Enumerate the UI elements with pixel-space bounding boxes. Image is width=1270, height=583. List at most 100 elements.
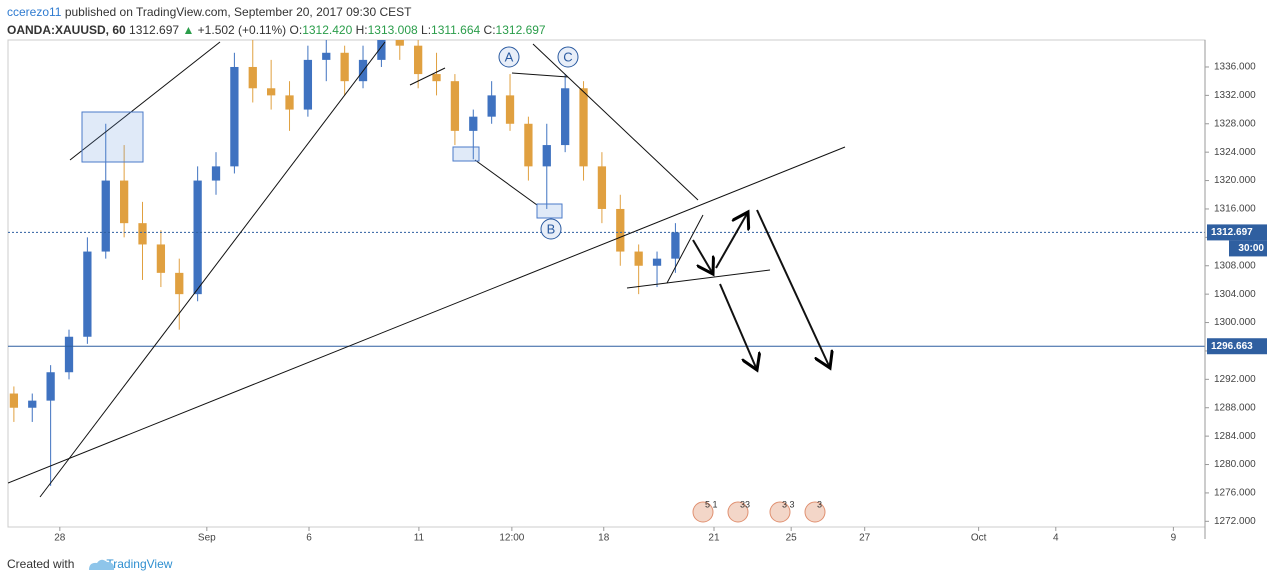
- candle-body: [322, 52, 331, 60]
- x-tick-label: 27: [859, 533, 871, 544]
- event-label: 33: [740, 499, 750, 509]
- created: Created with: [7, 557, 75, 571]
- event-label: 5 1: [705, 499, 718, 509]
- h-label: H:: [355, 23, 368, 37]
- y-tick-label: 1324.000: [1214, 147, 1256, 158]
- wave-label: C: [563, 49, 572, 64]
- trendline: [666, 214, 704, 284]
- y-tick-label: 1300.000: [1214, 317, 1256, 328]
- drawings: [8, 41, 846, 498]
- o-label: O:: [289, 23, 303, 37]
- o: 1312.420: [302, 23, 353, 37]
- arrow: [719, 283, 757, 370]
- header: ccerezo11 published on TradingView.com, …: [7, 3, 546, 39]
- x-tick-label: 6: [306, 533, 312, 544]
- price-label: 1312.697: [1211, 227, 1253, 238]
- event-icon: [727, 501, 749, 523]
- y-tick-label: 1316.000: [1214, 204, 1256, 215]
- trendline: [511, 72, 569, 78]
- price-label-box: [1207, 338, 1267, 355]
- arrow: [715, 212, 748, 269]
- candle-body: [156, 244, 166, 273]
- y-tick-label: 1332.000: [1214, 90, 1256, 101]
- trendline: [8, 146, 846, 484]
- price-label-box: [1207, 224, 1267, 241]
- x-tick-label: 21: [708, 533, 720, 544]
- candle-body: [561, 88, 570, 146]
- author[interactable]: ccerezo11: [7, 5, 62, 19]
- event-icon: [769, 501, 791, 523]
- candle-body: [193, 180, 202, 295]
- y-tick-label: 1276.000: [1214, 488, 1256, 499]
- x-tick-label: 11: [414, 533, 425, 544]
- x-tick-label: 4: [1053, 533, 1059, 544]
- h: 1313.008: [367, 23, 418, 37]
- candle-body: [248, 66, 257, 89]
- candle-body: [414, 45, 423, 75]
- y-tick-label: 1284.000: [1214, 431, 1256, 442]
- candle-body: [28, 400, 37, 408]
- zone: [81, 111, 144, 163]
- candle-body: [652, 258, 662, 266]
- wave-circle: [557, 46, 579, 68]
- trendline: [69, 41, 221, 161]
- y-tick-label: 1304.000: [1214, 289, 1256, 300]
- candle-body: [267, 88, 276, 96]
- l-label: L:: [421, 23, 432, 37]
- candle-body: [505, 95, 515, 124]
- change: +1.502 (+0.11%): [197, 23, 287, 37]
- countdown: 30:00: [1238, 243, 1264, 254]
- l: 1311.664: [431, 23, 481, 37]
- event-icon: [804, 501, 826, 523]
- candle-body: [671, 232, 680, 259]
- candle-body: [524, 123, 533, 167]
- candle-body: [101, 180, 110, 252]
- candle-body: [303, 59, 313, 110]
- x-tick-label: 25: [786, 533, 798, 544]
- candle-body: [616, 208, 625, 252]
- candle-body: [64, 336, 74, 373]
- candle-body: [211, 166, 221, 181]
- price-label: 1296.663: [1211, 341, 1253, 352]
- trendline: [532, 43, 699, 201]
- candle-body: [377, 40, 386, 60]
- y-tick-label: 1288.000: [1214, 402, 1256, 413]
- c: 1312.697: [495, 23, 546, 37]
- wave-label: B: [547, 221, 556, 236]
- candle-body: [9, 393, 19, 408]
- symbol: OANDA:XAUUSD, 60: [7, 23, 126, 37]
- candle-body: [285, 95, 294, 110]
- candle-body: [432, 74, 441, 82]
- candle-body: [542, 145, 551, 167]
- candle-body: [230, 66, 239, 167]
- arrow: [692, 239, 713, 274]
- y-tick-label: 1328.000: [1214, 118, 1256, 129]
- candle-body: [597, 166, 607, 209]
- y-tick-label: 1336.000: [1214, 62, 1256, 73]
- trendline: [474, 159, 538, 206]
- chart: A B C 1272.000 1276.000 1280.000 1284.000 12…: [7, 39, 1267, 544]
- y-tick-label: 1280.000: [1214, 459, 1256, 470]
- trendline: [39, 41, 386, 498]
- wave-circle: [498, 46, 520, 68]
- event-icon: [692, 501, 714, 523]
- candle-body: [46, 372, 55, 401]
- candle-body: [395, 40, 404, 46]
- candle-body: [83, 251, 92, 337]
- candle-body: [340, 52, 349, 82]
- logo: [89, 559, 115, 570]
- candle-body: [634, 251, 643, 266]
- zone: [536, 203, 563, 219]
- zone: [452, 146, 480, 162]
- y-tick-label: 1320.000: [1214, 175, 1256, 186]
- event-label: 3: [817, 499, 822, 509]
- y-tick-label: 1272.000: [1214, 516, 1256, 527]
- countdown-box: [1229, 240, 1267, 257]
- brand[interactable]: TradingView: [106, 557, 173, 571]
- trendline: [409, 67, 446, 86]
- candle-body: [450, 81, 460, 131]
- y-tick-label: 1292.000: [1214, 374, 1256, 385]
- candle-body: [487, 95, 496, 117]
- candle-body: [138, 223, 147, 245]
